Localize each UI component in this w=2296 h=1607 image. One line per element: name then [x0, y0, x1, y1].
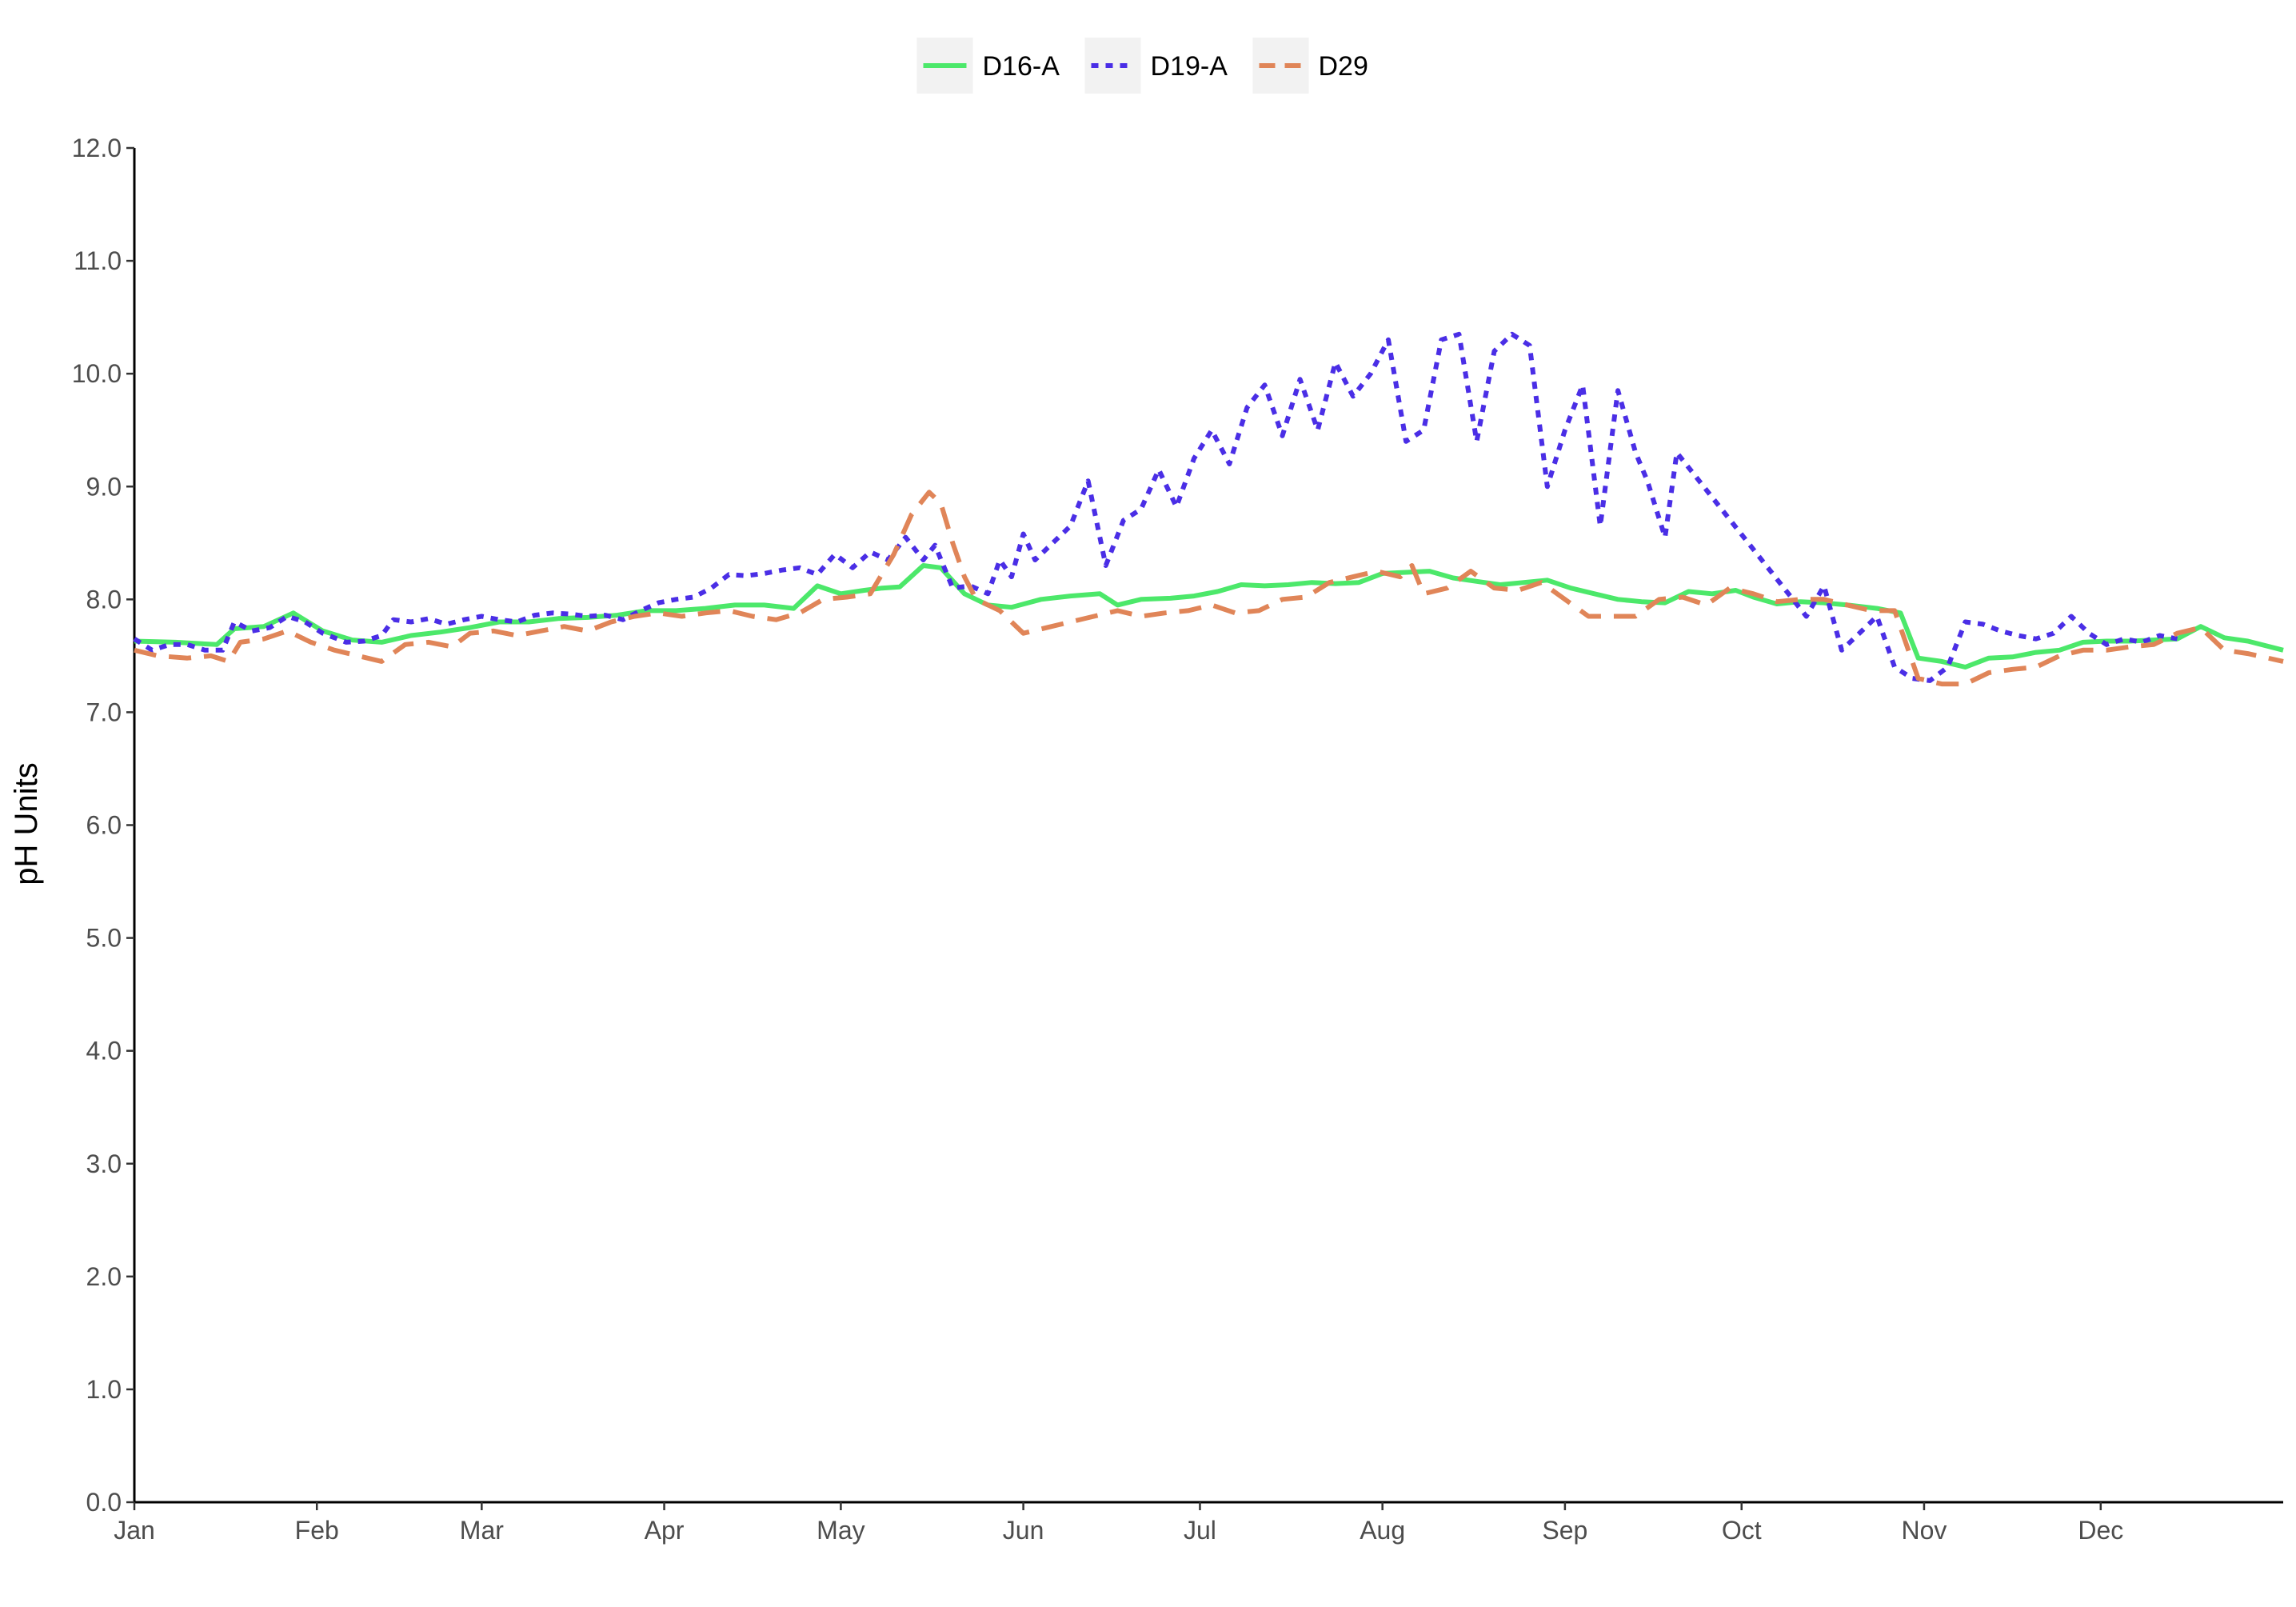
y-tick-label: 5.0 [86, 924, 122, 953]
legend: D16-A D19-A D29 [916, 38, 1368, 94]
x-tick-label: Jul [1184, 1516, 1216, 1545]
y-axis: 0.0 1.0 2.0 3.0 4.0 5.0 6.0 7.0 8.0 9.0 10.0 11.0 12… [72, 134, 136, 1517]
series-line-d19-a [133, 331, 2178, 683]
x-tick-label: Dec [2078, 1516, 2123, 1545]
y-tick-label: 6.0 [86, 811, 122, 840]
x-tick-label: May [817, 1516, 864, 1545]
x-tick-label: Apr [645, 1516, 685, 1545]
y-tick-label: 2.0 [86, 1262, 122, 1291]
y-tick-label: 3.0 [86, 1149, 122, 1178]
x-tick-label: Jan [114, 1516, 155, 1545]
y-tick-label: 8.0 [86, 585, 122, 614]
y-tick-label: 1.0 [86, 1375, 122, 1404]
y-axis-title: pH Units [9, 762, 44, 885]
legend-label: D19-A [1151, 51, 1228, 82]
legend-label: D29 [1319, 51, 1368, 82]
y-tick-label: 9.0 [86, 472, 122, 501]
y-tick-label: 4.0 [86, 1037, 122, 1065]
x-axis: Jan Feb Mar Apr May Jun Jul Aug Sep Oct Nov Dec [114, 1501, 2283, 1545]
y-tick-label: 0.0 [86, 1488, 122, 1517]
y-tick-label: 12.0 [72, 134, 122, 162]
y-tick-label: 7.0 [86, 698, 122, 726]
series-line-d29 [134, 490, 2284, 687]
x-tick-label: Jun [1003, 1516, 1044, 1545]
x-tick-label: Aug [1360, 1516, 1405, 1545]
x-tick-label: Feb [295, 1516, 339, 1545]
y-tick-label: 11.0 [74, 246, 122, 275]
x-tick-label: Sep [1542, 1516, 1587, 1545]
x-tick-label: Mar [460, 1516, 504, 1545]
legend-label: D16-A [983, 51, 1060, 82]
y-tick-label: 10.0 [72, 359, 122, 388]
x-tick-label: Nov [1901, 1516, 1947, 1545]
x-tick-label: Oct [1722, 1516, 1762, 1545]
series-lines [133, 331, 2284, 687]
series-line-d16-a [134, 563, 2284, 670]
